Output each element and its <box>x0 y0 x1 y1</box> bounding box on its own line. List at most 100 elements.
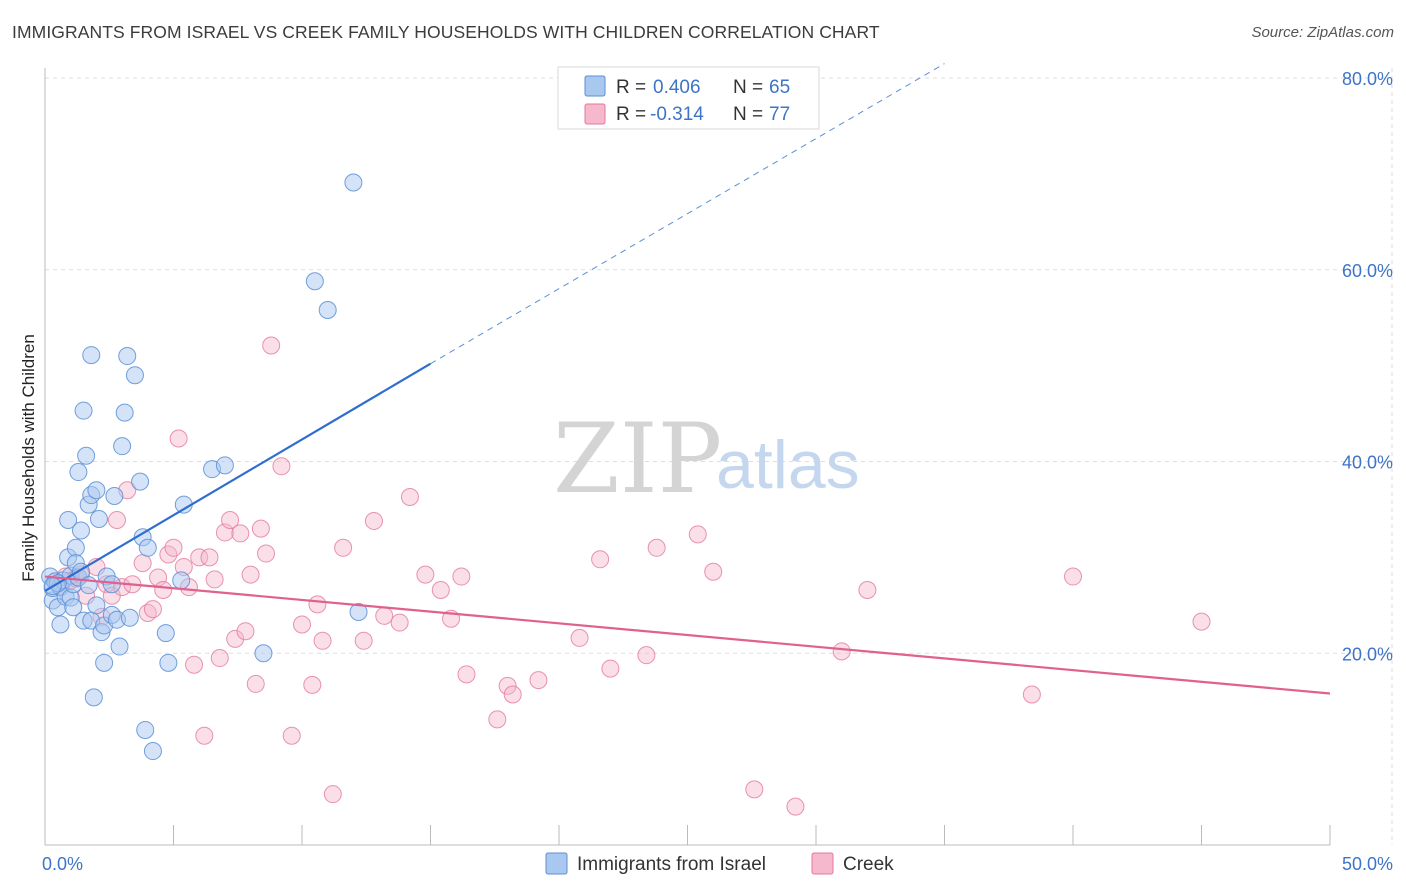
bottom-legend-label-israel: Immigrants from Israel <box>577 854 766 875</box>
creek-point <box>133 554 152 573</box>
creek-point <box>323 785 342 804</box>
creek-point <box>185 655 204 674</box>
israel-points <box>41 173 368 761</box>
israel-point <box>74 401 93 420</box>
creek-point <box>282 726 301 745</box>
creek-point <box>570 628 589 647</box>
creek-point <box>257 544 276 563</box>
israel-point <box>51 615 70 634</box>
creek-point <box>503 685 522 704</box>
israel-point <box>156 624 175 643</box>
creek-point <box>200 548 219 567</box>
creek-point <box>236 622 255 641</box>
bottom-legend: Immigrants from Israel Creek <box>545 852 894 875</box>
creek-point <box>251 519 270 538</box>
creek-point <box>431 580 450 599</box>
israel-point <box>66 538 85 557</box>
legend-r-value-creek: -0.314 <box>650 104 704 125</box>
israel-point <box>87 596 106 615</box>
creek-point <box>591 550 610 569</box>
israel-point <box>254 644 273 663</box>
watermark-atlas: atlas <box>716 427 860 503</box>
trendlines <box>44 63 1331 695</box>
israel-point <box>138 538 157 557</box>
creek-point <box>457 665 476 684</box>
israel-point <box>110 637 129 656</box>
creek-point <box>205 570 224 589</box>
creek-point <box>226 629 245 648</box>
creek-point <box>293 615 311 634</box>
creek-point <box>231 524 250 543</box>
grid <box>45 68 1393 845</box>
israel-point <box>125 366 144 385</box>
legend-swatch-creek <box>584 103 606 125</box>
creek-point <box>704 562 723 581</box>
creek-point <box>169 429 188 448</box>
creek-point <box>262 336 281 355</box>
creek-point <box>498 676 517 695</box>
creek-point <box>143 600 162 619</box>
creek-point <box>246 674 265 693</box>
x-tick-labels: 0.0% 50.0% <box>42 854 1393 874</box>
y-tick-label: 20.0% <box>1342 644 1393 664</box>
creek-point <box>210 649 229 668</box>
creek-point <box>1192 612 1211 631</box>
israel-point <box>120 608 139 627</box>
y-tick-label: 40.0% <box>1342 453 1393 473</box>
israel-point <box>159 653 178 672</box>
israel-point <box>118 347 137 366</box>
israel-point <box>59 510 78 529</box>
y-tick-labels: 20.0% 40.0% 60.0% 80.0% <box>1342 69 1393 664</box>
israel-point <box>305 272 324 291</box>
creek-trend-line <box>44 575 1331 695</box>
israel-point <box>77 446 96 465</box>
legend-n-label-israel: N = <box>733 77 763 98</box>
israel-point <box>131 472 150 491</box>
top-legend: R = 0.406 N = 65 R = -0.314 N = 77 <box>557 66 820 130</box>
axes <box>44 68 1331 846</box>
israel-point <box>136 720 155 739</box>
y-tick-label: 80.0% <box>1342 69 1393 89</box>
israel-point <box>64 598 83 617</box>
creek-point <box>745 780 764 799</box>
creek-point <box>107 510 126 529</box>
creek-point <box>647 538 666 557</box>
creek-point <box>858 580 877 599</box>
creek-point <box>452 567 471 586</box>
creek-point <box>334 538 353 557</box>
creek-point <box>832 642 851 661</box>
creek-point <box>364 511 383 530</box>
chart-title: IMMIGRANTS FROM ISRAEL VS CREEK FAMILY H… <box>12 22 880 42</box>
creek-point <box>1022 685 1041 704</box>
israel-point <box>69 463 88 482</box>
creek-point <box>637 646 656 665</box>
israel-point <box>115 403 134 422</box>
creek-point <box>241 565 260 584</box>
creek-point <box>195 726 214 745</box>
creek-point <box>1064 567 1082 586</box>
israel-point <box>71 521 90 540</box>
creek-point <box>688 525 707 544</box>
creek-point <box>190 548 209 567</box>
israel-point <box>215 456 234 475</box>
creek-point <box>488 710 507 729</box>
creek-point <box>221 510 240 529</box>
legend-n-label-creek: N = <box>733 104 763 125</box>
israel-point <box>87 481 106 500</box>
israel-trend-extension <box>430 63 945 365</box>
israel-point <box>172 571 191 590</box>
chart-source: Source: ZipAtlas.com <box>1251 24 1394 41</box>
israel-point <box>82 346 101 365</box>
israel-point <box>113 437 132 456</box>
israel-point <box>89 510 108 529</box>
y-tick-label: 60.0% <box>1342 261 1393 281</box>
israel-point <box>349 603 368 622</box>
israel-point <box>95 653 114 672</box>
creek-point <box>601 659 620 678</box>
watermark: ZIP atlas <box>553 403 860 515</box>
legend-r-label-israel: R = <box>616 77 646 98</box>
legend-r-label-creek: R = <box>616 104 646 125</box>
y-axis-label: Family Households with Children <box>19 334 38 582</box>
creek-point <box>416 565 435 584</box>
